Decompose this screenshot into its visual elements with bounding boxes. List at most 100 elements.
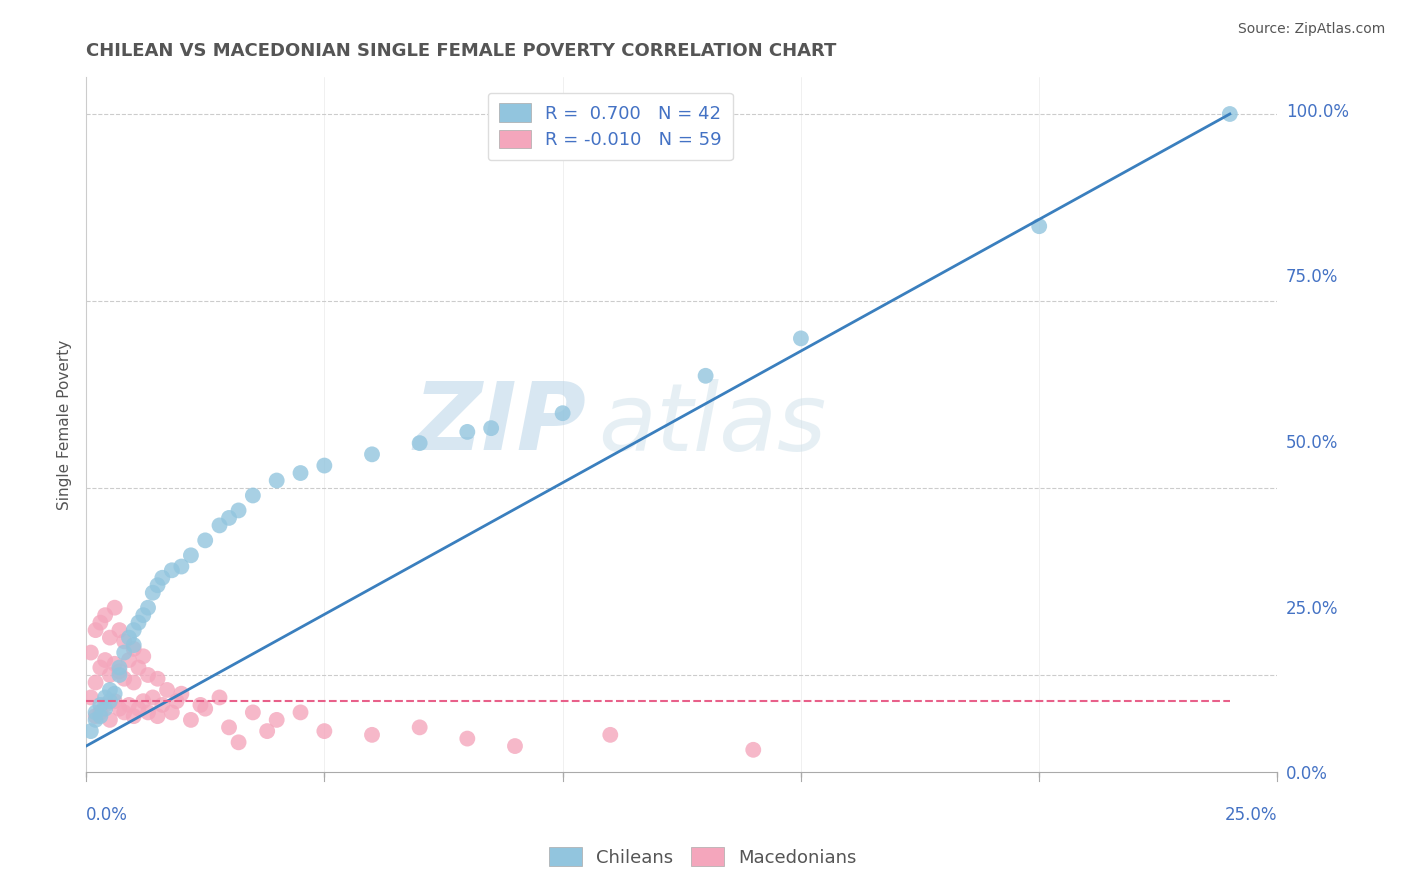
Point [266, 474, 288, 488]
Point [104, 600, 127, 615]
Point [290, 706, 312, 720]
Point [98, 694, 121, 708]
Point [112, 706, 135, 720]
Point [84, 623, 107, 637]
Point [94, 690, 117, 705]
Point [84, 675, 107, 690]
Point [136, 706, 159, 720]
Point [479, 421, 502, 435]
Point [112, 646, 135, 660]
Point [104, 657, 127, 671]
Point [242, 488, 264, 502]
Point [80, 646, 103, 660]
Text: 25.0%: 25.0% [1225, 805, 1278, 824]
Point [132, 694, 155, 708]
Legend: Chileans, Macedonians: Chileans, Macedonians [543, 840, 863, 874]
Text: ZIP: ZIP [413, 378, 586, 470]
Point [150, 571, 173, 585]
Point [98, 668, 121, 682]
Point [89, 660, 111, 674]
Point [128, 660, 150, 674]
Point [160, 563, 183, 577]
Point [180, 549, 202, 563]
Point [599, 728, 621, 742]
Point [94, 653, 117, 667]
Point [122, 638, 145, 652]
Point [108, 665, 131, 679]
Point [89, 706, 111, 720]
Point [89, 698, 111, 712]
Point [242, 706, 264, 720]
Point [790, 331, 813, 345]
Point [266, 713, 288, 727]
Point [80, 690, 103, 705]
Point [104, 694, 127, 708]
Point [256, 724, 278, 739]
Point [132, 608, 155, 623]
Point [1219, 107, 1241, 121]
Point [118, 653, 141, 667]
Text: 0.0%: 0.0% [86, 805, 128, 824]
Point [361, 728, 384, 742]
Point [112, 634, 135, 648]
Point [118, 631, 141, 645]
Point [122, 641, 145, 656]
Point [89, 709, 111, 723]
Point [361, 447, 384, 461]
Legend: R =  0.700   N = 42, R = -0.010   N = 59: R = 0.700 N = 42, R = -0.010 N = 59 [488, 93, 733, 161]
Point [108, 660, 131, 674]
Point [98, 713, 121, 727]
Point [456, 425, 478, 439]
Point [142, 690, 165, 705]
Point [170, 687, 193, 701]
Point [118, 698, 141, 712]
Point [208, 518, 231, 533]
Point [228, 735, 250, 749]
Point [190, 698, 212, 712]
Point [166, 694, 188, 708]
Point [194, 701, 217, 715]
Point [228, 503, 250, 517]
Point [122, 675, 145, 690]
Text: Source: ZipAtlas.com: Source: ZipAtlas.com [1237, 22, 1385, 37]
Point [89, 615, 111, 630]
Y-axis label: Single Female Poverty: Single Female Poverty [58, 339, 72, 509]
Point [503, 739, 526, 753]
Point [108, 701, 131, 715]
Point [156, 683, 179, 698]
Point [194, 533, 217, 548]
Point [142, 585, 165, 599]
Point [170, 559, 193, 574]
Point [84, 709, 107, 723]
Point [108, 623, 131, 637]
Point [136, 668, 159, 682]
Point [551, 406, 574, 420]
Point [84, 706, 107, 720]
Point [122, 623, 145, 637]
Point [98, 683, 121, 698]
Point [112, 672, 135, 686]
Point [314, 724, 336, 739]
Point [456, 731, 478, 746]
Point [742, 743, 765, 757]
Point [128, 615, 150, 630]
Point [136, 600, 159, 615]
Point [146, 672, 169, 686]
Point [218, 720, 240, 734]
Point [1028, 219, 1050, 234]
Point [94, 608, 117, 623]
Point [84, 713, 107, 727]
Point [104, 687, 127, 701]
Point [180, 713, 202, 727]
Point [150, 698, 173, 712]
Point [128, 701, 150, 715]
Point [98, 631, 121, 645]
Point [208, 690, 231, 705]
Point [80, 724, 103, 739]
Point [408, 720, 430, 734]
Text: CHILEAN VS MACEDONIAN SINGLE FEMALE POVERTY CORRELATION CHART: CHILEAN VS MACEDONIAN SINGLE FEMALE POVE… [86, 42, 837, 60]
Point [94, 698, 117, 712]
Point [218, 511, 240, 525]
Point [160, 706, 183, 720]
Point [408, 436, 430, 450]
